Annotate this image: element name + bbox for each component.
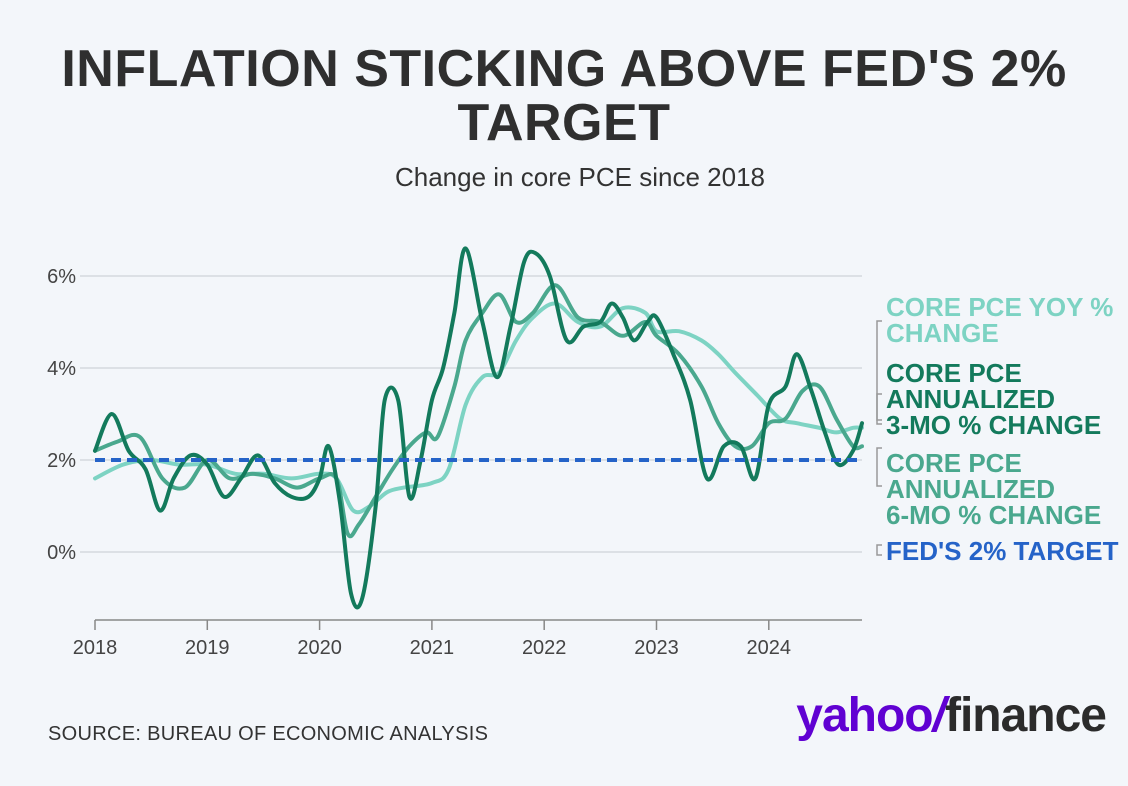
- legend-yoy: CORE PCE YOY % CHANGE: [886, 292, 1114, 348]
- series-lines: [93, 246, 864, 610]
- chart-subtitle: Change in core PCE since 2018: [394, 162, 765, 192]
- y-tick-label-4: 4%: [47, 358, 76, 380]
- bracket-target: [876, 544, 882, 556]
- x-tick-label-2024: 2024: [747, 637, 792, 659]
- y-tick-label-2: 2%: [47, 450, 76, 472]
- x-tick-label-2022: 2022: [522, 637, 567, 659]
- x-tick-label-2021: 2021: [410, 637, 455, 659]
- yahoo-finance-logo: yahoo/finance: [796, 689, 1107, 742]
- chart-title: INFLATION STICKING ABOVE FED'S 2% TARGET: [61, 40, 1067, 152]
- bracket-six_mo: [876, 447, 882, 487]
- series-line-six_mo: [93, 283, 864, 539]
- x-tick-label-2023: 2023: [634, 637, 679, 659]
- y-axis: 0% 2% 4% 6%: [47, 266, 76, 564]
- x-tick-label-2018: 2018: [73, 637, 118, 659]
- source-note: SOURCE: BUREAU OF ECONOMIC ANALYSIS: [48, 723, 489, 745]
- y-tick-label-6: 6%: [47, 266, 76, 288]
- legend-target: FED'S 2% TARGET: [886, 536, 1119, 566]
- legend-3mo: CORE PCE ANNUALIZED 3-MO % CHANGE: [886, 358, 1102, 440]
- bracket-yoy: [876, 320, 882, 421]
- gridlines: [80, 275, 862, 553]
- x-axis: 2018 2019 2020 2021 2022 2023 2024: [73, 619, 862, 659]
- bracket-three_mo: [876, 393, 882, 425]
- x-tick-label-2019: 2019: [185, 637, 230, 659]
- series-line-three_mo: [93, 246, 864, 610]
- legend-6mo: CORE PCE ANNUALIZED 6-MO % CHANGE: [886, 448, 1102, 530]
- y-tick-label-0: 0%: [47, 542, 76, 564]
- legend-brackets: [876, 320, 882, 556]
- x-tick-label-2020: 2020: [297, 637, 342, 659]
- series-line-yoy: [93, 301, 864, 515]
